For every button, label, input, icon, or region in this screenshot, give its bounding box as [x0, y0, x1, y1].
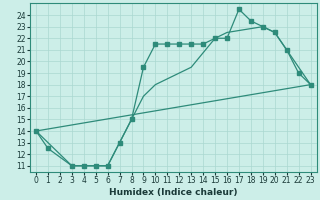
- X-axis label: Humidex (Indice chaleur): Humidex (Indice chaleur): [109, 188, 237, 197]
